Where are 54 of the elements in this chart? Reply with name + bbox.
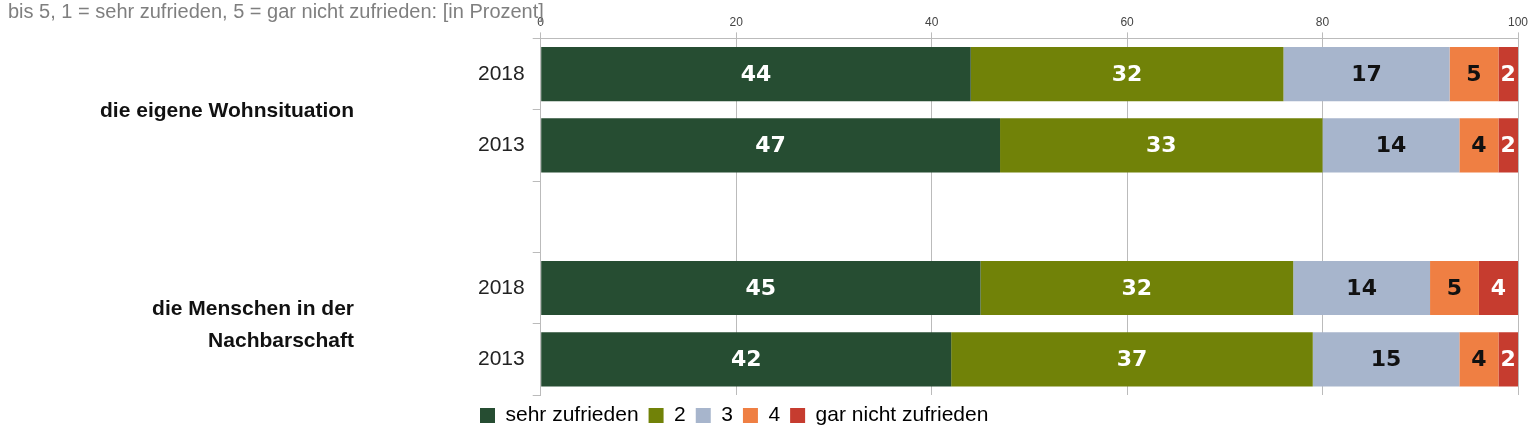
data-label: 14	[1346, 274, 1377, 300]
data-label: 44	[740, 60, 772, 86]
y-tick-label: 2018	[478, 60, 525, 84]
bar	[980, 260, 1294, 316]
data-label: 33	[1145, 132, 1177, 158]
data-label: 2	[1500, 132, 1516, 158]
data-label: 32	[1111, 60, 1143, 86]
bar	[1459, 332, 1499, 387]
bar	[1478, 260, 1518, 316]
legend-label: 4	[768, 402, 781, 426]
bar	[1322, 118, 1460, 173]
data-label: 4	[1471, 132, 1487, 158]
y-tick-label: 2018	[478, 274, 525, 298]
bar	[970, 46, 1284, 102]
data-label: 2	[1500, 346, 1516, 372]
text: die Menschen in der Nachbarschaft	[151, 294, 354, 353]
data-label: 47	[755, 132, 786, 158]
bar	[541, 118, 1001, 173]
data-label: 4	[1490, 274, 1507, 300]
data-label: 4	[1471, 346, 1487, 372]
data-label: 2	[1500, 60, 1516, 86]
x-tick-label: 60	[1120, 14, 1135, 29]
bar	[1498, 118, 1518, 173]
bar	[1293, 260, 1431, 316]
x-tick-label: 20	[729, 14, 744, 29]
bar	[1449, 46, 1499, 102]
data-label: 5	[1446, 274, 1463, 300]
bar	[541, 260, 981, 316]
legend-label: gar nicht zufrieden	[815, 402, 989, 426]
data-label: 17	[1351, 60, 1382, 86]
bar	[951, 332, 1313, 387]
text: die eigene Wohnsituation	[99, 96, 354, 123]
data-label: 37	[1116, 346, 1148, 372]
x-tick-label: 40	[924, 14, 939, 29]
data-label: 42	[730, 346, 762, 372]
bar	[541, 332, 952, 387]
bar	[1283, 46, 1450, 102]
y-tick-label: 2013	[478, 346, 525, 370]
x-tick-label: 80	[1315, 14, 1330, 29]
bar	[541, 46, 971, 102]
bar	[1430, 260, 1479, 316]
data-label: 14	[1375, 132, 1407, 158]
data-label: 15	[1370, 346, 1402, 372]
bar	[1459, 118, 1499, 173]
bar	[1000, 118, 1323, 173]
legend-label: 2	[674, 402, 686, 426]
y-tick-label: 2013	[478, 132, 525, 156]
x-tick-label: 100	[1507, 14, 1529, 29]
legend-label: 3	[721, 402, 733, 426]
bar	[1312, 332, 1460, 387]
data-label: 5	[1466, 60, 1482, 86]
data-label: 45	[745, 274, 777, 300]
data-label: 32	[1121, 274, 1153, 300]
legend-label: sehr zufrieden	[505, 402, 639, 426]
